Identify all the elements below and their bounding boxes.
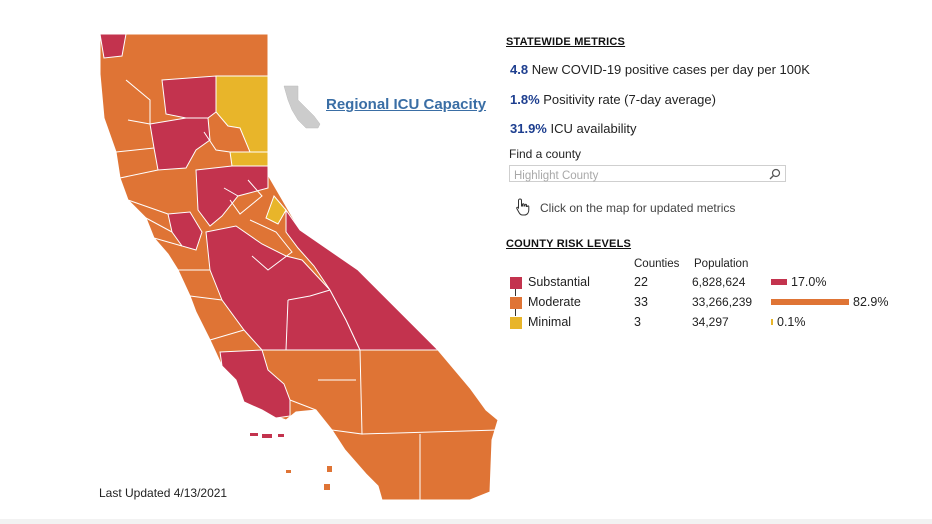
moderate-swatch xyxy=(510,297,522,309)
county-modoc[interactable] xyxy=(215,75,269,153)
county-del-norte[interactable] xyxy=(99,33,127,59)
risk-population: 6,828,624 xyxy=(692,275,746,289)
risk-row-moderate[interactable]: Moderate 33 33,266,239 82.9% xyxy=(0,295,932,313)
metric-positivity: 1.8% Positivity rate (7-day average) xyxy=(510,92,716,107)
risk-level-label: Minimal xyxy=(528,315,572,329)
metric-cases-label: New COVID-19 positive cases per day per … xyxy=(531,62,810,77)
risk-population: 33,266,239 xyxy=(692,295,753,309)
channel-islands xyxy=(250,433,284,438)
county-los-angeles[interactable] xyxy=(219,349,291,419)
substantial-swatch xyxy=(510,277,522,289)
county-search-box[interactable] xyxy=(509,165,786,184)
risk-population-bar xyxy=(771,279,787,285)
last-updated-text: Last Updated 4/13/2021 xyxy=(99,486,228,500)
legend-connector xyxy=(515,289,516,296)
risk-level-label: Moderate xyxy=(528,295,581,309)
metric-icu: 31.9% ICU availability xyxy=(510,121,636,136)
california-county-map[interactable] xyxy=(0,0,500,510)
southern-islands xyxy=(286,466,332,490)
california-inset-icon[interactable] xyxy=(283,85,321,129)
hand-pointer-icon xyxy=(516,198,530,216)
find-county-label: Find a county xyxy=(509,147,582,161)
risk-level-label: Substantial xyxy=(528,275,590,289)
county-siskiyou[interactable] xyxy=(161,75,217,119)
county-search-input[interactable] xyxy=(510,168,764,184)
column-header-counties: Counties xyxy=(634,258,680,270)
metric-cases: 4.8 New COVID-19 positive cases per day … xyxy=(510,62,810,77)
county-alpine[interactable] xyxy=(265,195,287,225)
risk-population-percent: 17.0% xyxy=(791,275,827,289)
risk-county-count: 22 xyxy=(634,275,648,289)
statewide-metrics-heading: STATEWIDE METRICS xyxy=(506,36,626,48)
risk-population: 34,297 xyxy=(692,315,729,329)
county-boundaries xyxy=(115,79,499,500)
metric-positivity-value: 1.8% xyxy=(510,92,540,107)
regional-icu-capacity-link[interactable]: Regional ICU Capacity xyxy=(326,96,487,113)
risk-county-count: 3 xyxy=(634,315,641,329)
map-click-hint: Click on the map for updated metrics xyxy=(540,201,736,215)
metric-positivity-label: Positivity rate (7-day average) xyxy=(543,92,716,107)
risk-population-bar xyxy=(771,319,773,325)
page-bottom-divider xyxy=(0,519,932,524)
metric-icu-value: 31.9% xyxy=(510,121,547,136)
risk-population-bar xyxy=(771,299,849,305)
risk-population-percent: 82.9% xyxy=(853,295,889,309)
county-inyo[interactable] xyxy=(285,208,440,351)
county-risk-levels-heading: COUNTY RISK LEVELS xyxy=(506,238,632,250)
legend-connector xyxy=(515,309,516,316)
metric-cases-value: 4.8 xyxy=(510,62,529,77)
minimal-swatch xyxy=(510,317,522,329)
county-trinity-shasta[interactable] xyxy=(149,117,211,171)
search-icon[interactable] xyxy=(769,168,781,180)
risk-row-minimal[interactable]: Minimal 3 34,297 0.1% xyxy=(0,315,932,333)
risk-row-substantial[interactable]: Substantial 22 6,828,624 17.0% xyxy=(0,275,932,293)
column-header-population: Population xyxy=(694,258,749,270)
risk-county-count: 33 xyxy=(634,295,648,309)
risk-population-percent: 0.1% xyxy=(777,315,806,329)
metric-icu-label: ICU availability xyxy=(550,121,637,136)
county-lassen-east[interactable] xyxy=(229,151,269,167)
